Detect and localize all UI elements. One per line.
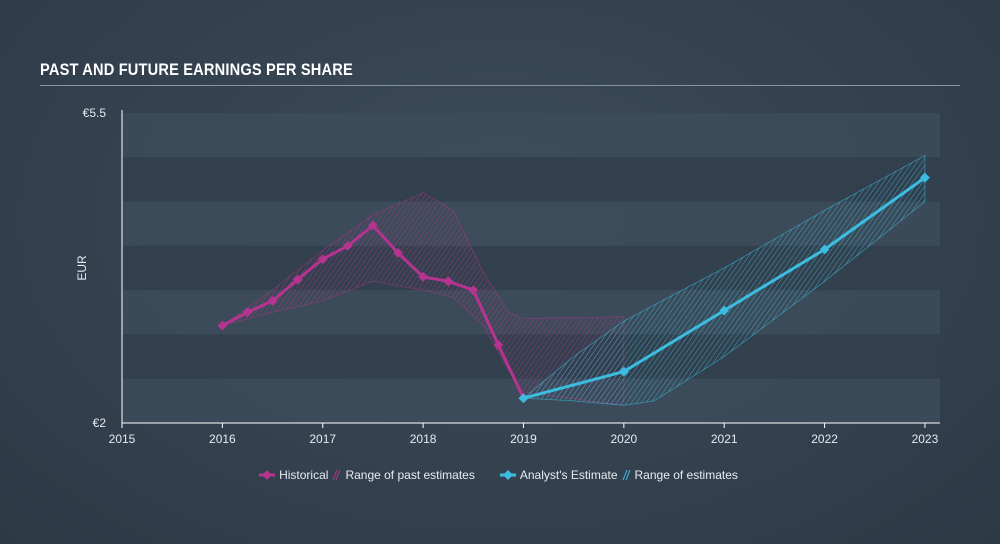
historical-line-icon [259,470,276,480]
historical-point [367,220,378,231]
estimate-point [819,244,830,255]
y-axis-label: EUR [75,255,89,281]
y-tick-label: €5.5 [83,106,107,120]
x-tick-label: 2018 [410,432,437,446]
grid-band [122,113,940,158]
x-tick-label: 2020 [610,432,637,446]
estimate-line-icon [499,470,516,480]
estimate-point [719,305,730,316]
historical-point [393,247,403,258]
chart-title: PAST AND FUTURE EARNINGS PER SHARE [40,60,353,79]
legend-future-range-label: Range of estimates [634,468,738,482]
historical-point [342,240,353,251]
legend-estimate-label: Analyst's Estimate [519,468,618,482]
future-estimates-range [522,154,926,406]
x-tick-label: 2023 [912,432,939,446]
title-divider [40,85,960,86]
historical-point [217,320,228,331]
historical-point [418,271,429,282]
future-range-hatch-icon [622,469,630,481]
x-tick-label: 2021 [711,432,738,446]
chart-legend: Historical Range of past estimates Analy… [0,468,1000,482]
historical-point [468,285,479,296]
x-tick-label: 2016 [209,432,236,446]
historical-point [242,307,253,318]
x-tick-label: 2019 [510,432,537,446]
estimate-point [919,172,930,183]
legend-estimate[interactable]: Analyst's Estimate Range of estimates [499,468,742,482]
estimate-point [618,366,629,377]
y-tick-label: €2 [93,416,107,430]
x-tick-label: 2015 [109,432,136,446]
legend-historical-label: Historical [279,468,329,482]
estimate-point [518,393,529,404]
past-range-hatch-icon [332,469,341,481]
historical-point [292,274,303,285]
x-tick-label: 2017 [309,432,336,446]
grid-band [122,157,940,202]
historical-point [267,295,278,306]
x-tick-label: 2022 [811,432,838,446]
historical-point [493,340,504,351]
historical-point [443,276,454,287]
legend-historical[interactable]: Historical Range of past estimates [258,468,479,482]
legend-past-range-label: Range of past estimates [345,468,475,482]
